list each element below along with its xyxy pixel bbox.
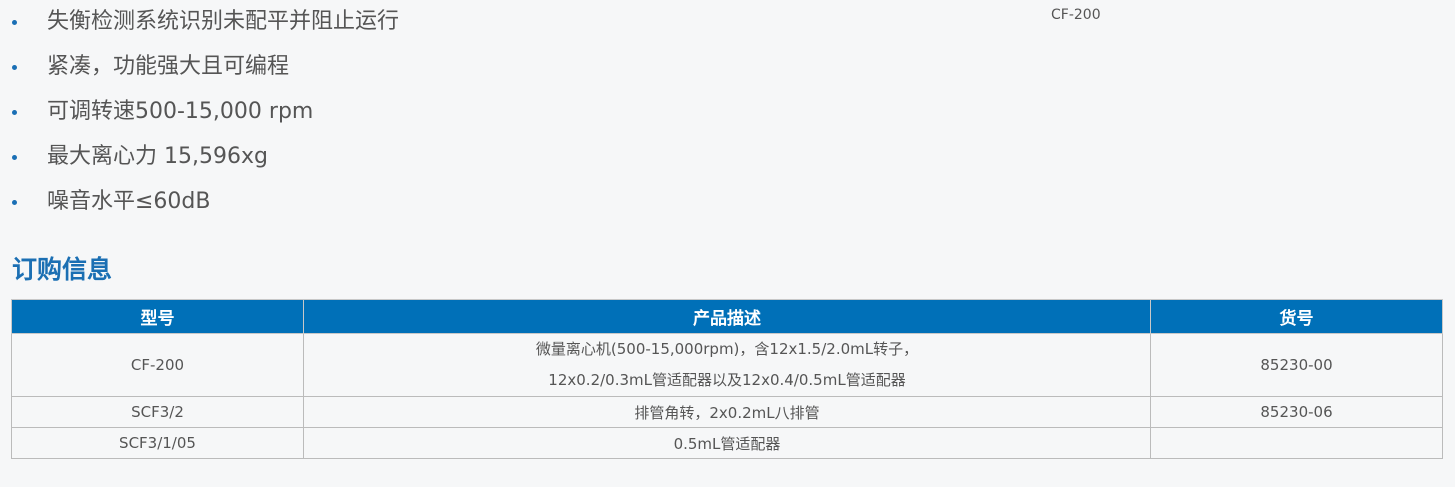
description-line: 12x0.2/0.3mL管适配器以及12x0.4/0.5mL管适配器 xyxy=(548,371,906,389)
ordering-table: 型号 产品描述 货号 CF-200 微量离心机(500-15,000rpm)，含… xyxy=(11,299,1443,459)
table-row: SCF3/1/05 0.5mL管适配器 xyxy=(11,427,1443,459)
cell-sku xyxy=(1150,427,1443,459)
bullet-icon xyxy=(12,65,17,70)
cell-description: 排管角转，2x0.2mL八排管 xyxy=(303,396,1151,428)
table-row: CF-200 微量离心机(500-15,000rpm)，含12x1.5/2.0m… xyxy=(11,333,1443,397)
bullet-icon xyxy=(12,200,17,205)
header-sku: 货号 xyxy=(1150,299,1443,334)
cell-sku: 85230-00 xyxy=(1150,333,1443,397)
bullet-icon xyxy=(12,20,17,25)
ordering-title: 订购信息 xyxy=(12,255,113,284)
header-description: 产品描述 xyxy=(303,299,1151,334)
header-model: 型号 xyxy=(11,299,304,334)
model-tag: CF-200 xyxy=(1051,7,1101,23)
cell-description: 0.5mL管适配器 xyxy=(303,427,1151,459)
bullet-icon xyxy=(12,110,17,115)
table-row: SCF3/2 排管角转，2x0.2mL八排管 85230-06 xyxy=(11,396,1443,428)
bullet-icon xyxy=(12,155,17,160)
cell-description: 微量离心机(500-15,000rpm)，含12x1.5/2.0mL转子， 12x… xyxy=(303,333,1151,397)
cell-sku: 85230-06 xyxy=(1150,396,1443,428)
table-header: 型号 产品描述 货号 xyxy=(11,299,1443,334)
description-line: 微量离心机(500-15,000rpm)，含12x1.5/2.0mL转子， xyxy=(535,340,919,358)
cell-model: SCF3/1/05 xyxy=(11,427,304,459)
cell-model: SCF3/2 xyxy=(11,396,304,428)
cell-model: CF-200 xyxy=(11,333,304,397)
